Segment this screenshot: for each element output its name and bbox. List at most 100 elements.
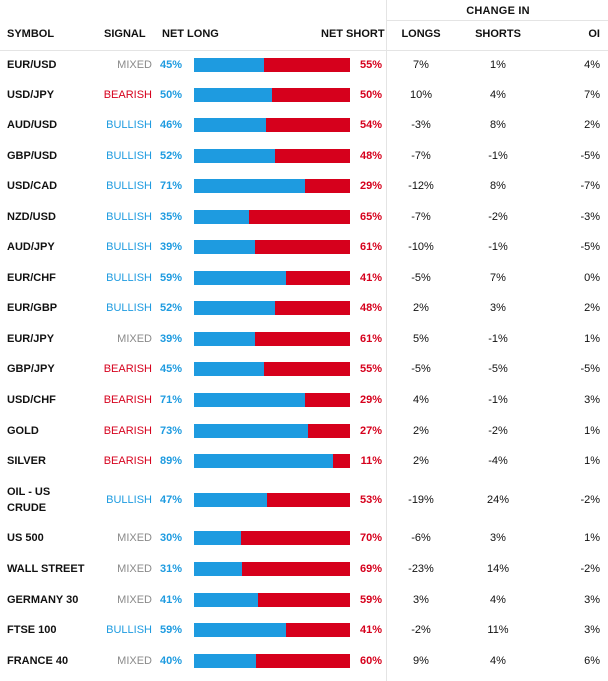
symbol-link[interactable]: SILVER [7,455,46,467]
column-header-longs[interactable]: LONGS [401,28,441,40]
net-short-bar [194,562,350,576]
table-row[interactable]: AUD/USD BULLISH 46% 54% -3% 8% 2% [0,111,608,139]
column-header-oi[interactable]: OI [588,28,600,40]
net-long-bar [194,301,276,315]
net-long-bar [194,424,308,438]
change-longs-value: -23% [408,563,434,575]
signal-label: BEARISH [103,394,152,406]
symbol-link[interactable]: NZD/USD [7,211,56,223]
sentiment-bar [194,478,350,522]
table-row[interactable]: OIL - US CRUDE BULLISH 47% 53% -19% 24% -2% [0,478,608,522]
signal-label: MIXED [117,655,152,667]
symbol-link[interactable]: EUR/GBP [7,302,58,314]
change-oi-value: 3% [584,394,600,406]
table-row[interactable]: SILVER BEARISH 89% 11% 2% -4% 1% [0,447,608,475]
net-long-value: 31% [160,563,183,575]
change-shorts-value: -5% [488,363,508,375]
net-short-value: 27% [359,425,382,437]
net-short-bar [194,271,350,285]
table-row[interactable]: EUR/GBP BULLISH 52% 48% 2% 3% 2% [0,294,608,322]
change-shorts-value: -4% [488,455,508,467]
signal-label: BULLISH [106,211,152,223]
net-long-bar [194,118,266,132]
net-short-bar [194,424,350,438]
net-short-bar [194,393,350,407]
change-shorts-value: 4% [490,594,506,606]
column-header-symbol[interactable]: SYMBOL [7,28,55,40]
table-row[interactable]: GERMANY 30 MIXED 41% 59% 3% 4% 3% [0,586,608,614]
table-row[interactable]: US 500 MIXED 30% 70% -6% 3% 1% [0,524,608,552]
net-long-value: 71% [160,180,183,192]
net-short-bar [194,362,350,376]
net-short-value: 41% [359,624,382,636]
change-longs-value: 4% [413,394,429,406]
column-header-net-short[interactable]: NET SHORT [321,28,385,40]
table-row[interactable]: EUR/USD MIXED 45% 55% 7% 1% 4% [0,51,608,79]
table-row[interactable]: GOLD BEARISH 73% 27% 2% -2% 1% [0,417,608,445]
net-long-bar [194,58,265,72]
net-short-value: 61% [359,241,382,253]
symbol-link[interactable]: USD/JPY [7,89,55,101]
signal-label: MIXED [117,563,152,575]
net-short-value: 59% [359,594,382,606]
net-long-value: 45% [160,363,183,375]
net-short-value: 53% [359,494,382,506]
table-row[interactable]: USD/CAD BULLISH 71% 29% -12% 8% -7% [0,172,608,200]
sentiment-bar [194,616,350,644]
table-row[interactable]: NZD/USD BULLISH 35% 65% -7% -2% -3% [0,203,608,231]
signal-label: BEARISH [103,455,152,467]
net-long-value: 46% [160,119,183,131]
symbol-link[interactable]: USD/CHF [7,394,56,406]
symbol-link[interactable]: GERMANY 30 [7,594,79,606]
symbol-link[interactable]: OIL - US CRUDE [7,486,51,514]
table-row[interactable]: WALL STREET MIXED 31% 69% -23% 14% -2% [0,555,608,583]
symbol-link[interactable]: GBP/USD [7,150,58,162]
symbol-link[interactable]: EUR/CHF [7,272,56,284]
net-short-bar [194,88,350,102]
table-row[interactable]: EUR/JPY MIXED 39% 61% 5% -1% 1% [0,325,608,353]
net-long-value: 52% [160,150,183,162]
change-longs-value: -7% [411,150,431,162]
table-row[interactable]: AUD/JPY BULLISH 39% 61% -10% -1% -5% [0,233,608,261]
signal-label: BEARISH [103,363,152,375]
sentiment-bar [194,172,350,200]
table-row[interactable]: GBP/USD BULLISH 52% 48% -7% -1% -5% [0,142,608,170]
symbol-link[interactable]: WALL STREET [7,563,85,575]
signal-label: MIXED [117,594,152,606]
change-shorts-value: -2% [488,211,508,223]
table-row[interactable]: USD/CHF BEARISH 71% 29% 4% -1% 3% [0,386,608,414]
table-row[interactable]: FTSE 100 BULLISH 59% 41% -2% 11% 3% [0,616,608,644]
symbol-link[interactable]: GBP/JPY [7,363,55,375]
column-header-net-long[interactable]: NET LONG [162,28,219,40]
table-row[interactable]: GBP/JPY BEARISH 45% 55% -5% -5% -5% [0,355,608,383]
change-longs-value: 2% [413,302,429,314]
symbol-link[interactable]: EUR/JPY [7,333,55,345]
symbol-link[interactable]: FRANCE 40 [7,655,69,667]
symbol-link[interactable]: US 500 [7,532,44,544]
symbol-link[interactable]: USD/CAD [7,180,58,192]
net-short-bar [194,301,350,315]
table-row[interactable]: FRANCE 40 MIXED 40% 60% 9% 4% 6% [0,647,608,675]
change-shorts-value: 8% [490,119,506,131]
change-longs-value: -5% [411,272,431,284]
change-oi-value: 3% [584,624,600,636]
sentiment-bar [194,524,350,552]
column-header-shorts[interactable]: SHORTS [475,28,521,40]
symbol-link[interactable]: FTSE 100 [7,624,57,636]
change-longs-value: 9% [413,655,429,667]
net-short-bar [194,654,350,668]
symbol-link[interactable]: AUD/USD [7,119,58,131]
net-long-bar [194,271,286,285]
change-oi-value: 6% [584,655,600,667]
symbol-link[interactable]: AUD/JPY [7,241,55,253]
net-short-value: 55% [359,59,382,71]
table-row[interactable]: EUR/CHF BULLISH 59% 41% -5% 7% 0% [0,264,608,292]
change-shorts-value: -2% [488,425,508,437]
symbol-link[interactable]: GOLD [7,425,39,437]
net-short-bar [194,623,350,637]
net-long-bar [194,149,276,163]
column-header-signal[interactable]: SIGNAL [104,28,146,40]
change-shorts-value: -1% [488,241,508,253]
symbol-link[interactable]: EUR/USD [7,59,57,71]
table-row[interactable]: USD/JPY BEARISH 50% 50% 10% 4% 7% [0,81,608,109]
